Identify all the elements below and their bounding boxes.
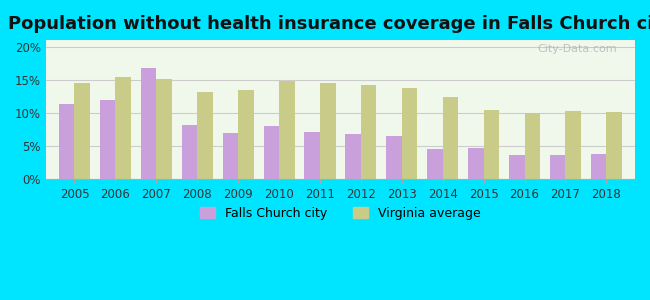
Bar — [345, 134, 361, 179]
Bar — [222, 133, 238, 179]
Bar — [361, 85, 376, 179]
Bar — [402, 88, 417, 179]
Bar — [238, 90, 254, 179]
Bar — [525, 113, 540, 179]
Bar — [116, 76, 131, 179]
Bar — [100, 100, 116, 179]
Bar — [468, 148, 484, 179]
Title: Population without health insurance coverage in Falls Church city: Population without health insurance cove… — [8, 15, 650, 33]
Bar — [550, 155, 566, 179]
Bar — [484, 110, 499, 179]
Bar — [427, 149, 443, 179]
Legend: Falls Church city, Virginia average: Falls Church city, Virginia average — [194, 201, 487, 226]
Text: City-Data.com: City-Data.com — [538, 44, 618, 54]
Bar — [320, 83, 335, 179]
Bar — [75, 83, 90, 179]
Bar — [156, 79, 172, 179]
Bar — [182, 125, 197, 179]
Bar — [566, 111, 581, 179]
Bar — [141, 68, 156, 179]
Bar — [59, 104, 75, 179]
Bar — [263, 126, 279, 179]
Bar — [606, 112, 622, 179]
Bar — [591, 154, 606, 179]
Bar — [304, 132, 320, 179]
Bar — [443, 97, 458, 179]
Bar — [197, 92, 213, 179]
Bar — [386, 136, 402, 179]
Bar — [279, 81, 294, 179]
Bar — [509, 155, 525, 179]
